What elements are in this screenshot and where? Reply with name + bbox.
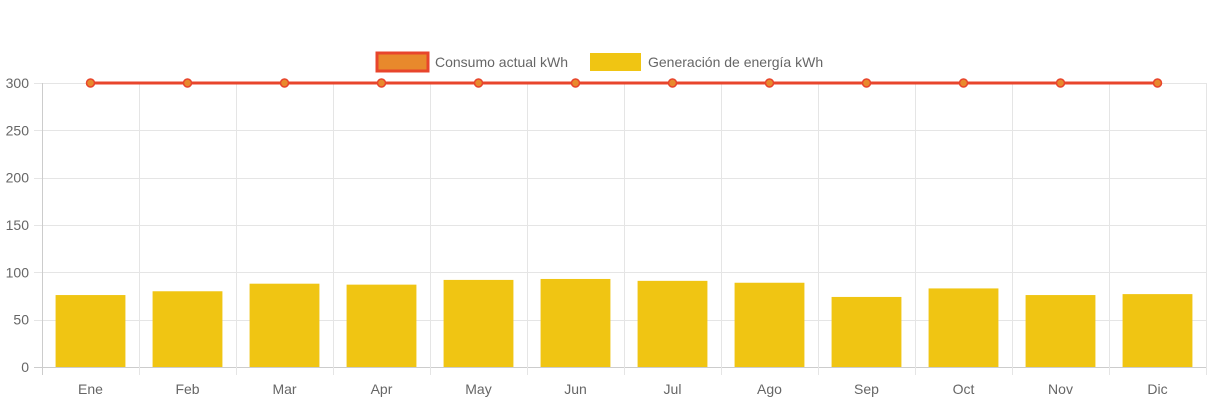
point-consumo-jun: [570, 78, 581, 88]
bar-generacion-apr: [346, 284, 417, 367]
x-tick-label: Apr: [371, 381, 393, 397]
line-series: [85, 78, 1163, 88]
point-consumo-mar: [279, 78, 290, 88]
x-axis: Ene Feb Mar Apr May Jun Jul Ago Sep Oct Nov Dic: [78, 381, 1168, 397]
x-tick-label: Dic: [1147, 381, 1167, 397]
bar-generacion-mar: [249, 283, 320, 367]
x-tick-label: May: [465, 381, 491, 397]
x-tick-label: Sep: [854, 381, 879, 397]
bar-generacion-feb: [152, 291, 223, 367]
point-consumo-jul: [667, 78, 678, 88]
y-tick-label: 250: [6, 122, 30, 138]
point-consumo-sep: [861, 78, 872, 88]
x-tick-label: Nov: [1048, 381, 1073, 397]
point-consumo-feb: [182, 78, 193, 88]
bar-generacion-ene: [55, 295, 126, 367]
x-tick-label: Oct: [953, 381, 975, 397]
point-consumo-nov: [1055, 78, 1066, 88]
point-consumo-ago: [764, 78, 775, 88]
y-tick-label: 50: [13, 312, 29, 328]
bar-generacion-may: [443, 279, 514, 367]
y-tick-label: 100: [6, 264, 30, 280]
point-consumo-dic: [1152, 78, 1163, 88]
x-tick-label: Ago: [757, 381, 782, 397]
legend-item-generacion[interactable]: Generación de energía kWh: [590, 53, 823, 71]
y-axis: 0 50 100 150 200 250 300: [6, 75, 30, 375]
legend-label-generacion: Generación de energía kWh: [648, 54, 823, 70]
y-tick-label: 0: [21, 359, 29, 375]
x-tick-label: Feb: [175, 381, 199, 397]
legend-label-consumo: Consumo actual kWh: [435, 54, 568, 70]
bar-generacion-nov: [1025, 295, 1096, 367]
bar-generacion-ago: [734, 282, 805, 367]
grid: [34, 83, 1207, 375]
y-tick-label: 200: [6, 170, 30, 186]
y-tick-label: 300: [6, 75, 30, 91]
point-consumo-apr: [376, 78, 387, 88]
point-consumo-ene: [85, 78, 96, 88]
bars: [55, 278, 1193, 367]
bar-generacion-sep: [831, 296, 902, 367]
legend: Consumo actual kWh Generación de energía…: [375, 51, 823, 73]
y-tick-label: 150: [6, 217, 30, 233]
bar-generacion-oct: [928, 288, 999, 367]
x-tick-label: Jun: [564, 381, 587, 397]
bar-generacion-jun: [540, 278, 611, 367]
legend-swatch-consumo: [375, 51, 430, 73]
point-consumo-oct: [958, 78, 969, 88]
legend-item-consumo[interactable]: Consumo actual kWh: [375, 51, 568, 73]
x-tick-label: Jul: [664, 381, 682, 397]
point-consumo-may: [473, 78, 484, 88]
legend-swatch-generacion: [590, 53, 641, 71]
bar-generacion-dic: [1122, 294, 1193, 367]
x-tick-label: Ene: [78, 381, 103, 397]
x-tick-label: Mar: [272, 381, 296, 397]
bar-generacion-jul: [637, 280, 708, 367]
